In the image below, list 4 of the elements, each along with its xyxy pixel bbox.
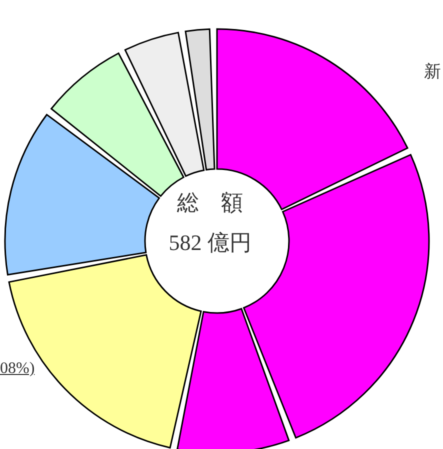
text: 新 <box>424 61 442 83</box>
text: 総 額 <box>176 189 244 217</box>
text: 08%) <box>0 360 36 378</box>
text: 582 億円 <box>168 229 252 257</box>
